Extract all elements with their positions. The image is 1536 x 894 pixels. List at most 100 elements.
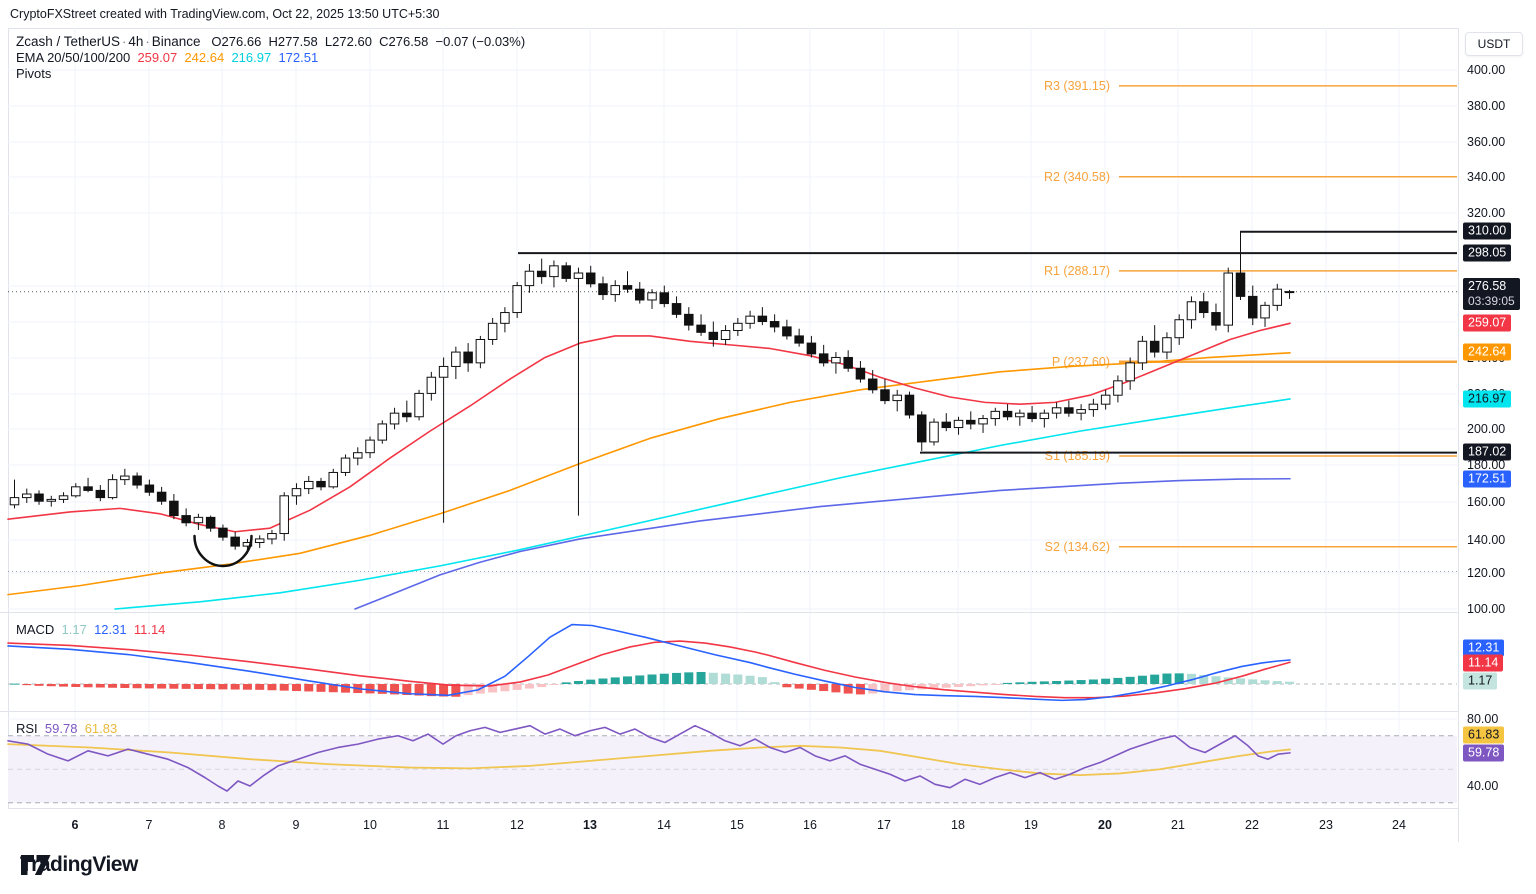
candle-body-down[interactable] [1149,340,1160,353]
candle-body-up[interactable] [340,457,351,473]
candle-body-up[interactable] [1162,337,1172,353]
time-tick-9[interactable]: 9 [292,818,300,832]
time-tick-22[interactable]: 22 [1245,818,1259,832]
time-tick-15[interactable]: 15 [730,818,744,832]
time-tick-23[interactable]: 23 [1319,818,1333,832]
candle-body-up[interactable] [414,392,424,418]
candle-body-up[interactable] [733,322,743,332]
candle-body-up[interactable] [990,410,1001,420]
candle-body-down[interactable] [1027,412,1037,420]
ema200-line[interactable] [354,477,1291,610]
time-tick-14[interactable]: 14 [657,818,671,832]
candle-body-up[interactable] [1051,407,1062,414]
candle-body-up[interactable] [279,495,289,535]
candle-body-down[interactable] [205,516,216,529]
macd-legend[interactable]: MACD 1.17 12.31 11.14 [16,622,165,637]
time-tick-10[interactable]: 10 [363,818,377,832]
candle-body-down[interactable] [144,484,155,493]
macd-line[interactable] [7,623,1291,702]
candle-body-down[interactable] [696,324,706,333]
candle-body-down[interactable] [132,475,142,486]
time-tick-20[interactable]: 20 [1098,818,1112,832]
time-tick-6[interactable]: 6 [71,818,79,832]
exchange-label[interactable]: Binance [151,34,201,49]
time-tick-8[interactable]: 8 [218,818,226,832]
macd-signal-line[interactable] [7,640,1291,699]
candle-body-down[interactable] [598,283,608,296]
candle-body-up[interactable] [610,285,620,296]
candle-body-down[interactable] [1002,410,1013,418]
candle-body-up[interactable] [365,439,375,454]
time-tick-11[interactable]: 11 [436,818,450,832]
candle-body-up[interactable] [193,516,204,524]
time-tick-13[interactable]: 13 [583,818,597,832]
chart-canvas[interactable]: R3 (391.15)R2 (340.58)R1 (288.17)P (237.… [0,0,1458,842]
rsi-line[interactable] [7,724,1291,792]
candle-body-down[interactable] [818,353,829,364]
rsi-ma-line[interactable] [7,743,1291,777]
candle-body-down[interactable] [181,515,191,524]
candle-body-up[interactable] [549,265,559,278]
candle-body-down[interactable] [156,491,167,502]
candle-body-down[interactable] [708,331,719,340]
time-axis[interactable]: 6 7 8 9 10 11 12 13 14 15 16 17 18 19 20 21 22 23 24 [8,808,1458,842]
candle-body-down[interactable] [1284,291,1295,294]
candle-body-down[interactable] [659,292,670,305]
symbol-row[interactable]: Zcash / TetherUS · 4h · Binance O276.66 H277… [16,34,526,49]
candle-body-down[interactable] [316,480,326,488]
candle-body-down[interactable] [218,527,228,538]
candle-body-down[interactable] [1064,407,1074,414]
symbol-title[interactable]: Zcash / TetherUS [16,34,121,49]
candle-body-down[interactable] [169,500,179,517]
candle-body-up[interactable] [1113,380,1123,396]
time-tick-18[interactable]: 18 [951,818,965,832]
candle-body-up[interactable] [451,351,461,367]
ema20-line[interactable] [7,322,1291,533]
candle-body-down[interactable] [34,493,44,502]
candle-body-down[interactable] [855,367,866,380]
candle-body-up[interactable] [291,488,302,497]
candle-body-down[interactable] [916,414,927,443]
candle-body-down[interactable] [1235,272,1246,297]
time-tick-12[interactable]: 12 [510,818,524,832]
candle-body-up[interactable] [254,538,265,544]
interval-label[interactable]: 4h [128,34,144,49]
candle-body-up[interactable] [426,376,437,394]
candle-body-down[interactable] [880,389,890,402]
candle-body-down[interactable] [1211,312,1221,326]
candle-body-up[interactable] [831,356,841,364]
time-tick-21[interactable]: 21 [1171,818,1185,832]
candle-body-up[interactable] [303,480,314,490]
candle-body-up[interactable] [524,270,535,287]
candle-body-up[interactable] [1186,301,1197,321]
candle-body-up[interactable] [1015,412,1025,418]
candle-body-up[interactable] [1260,304,1270,319]
candle-body-up[interactable] [720,330,731,340]
candle-body-down[interactable] [671,303,682,315]
candle-body-up[interactable] [328,471,339,488]
ema50-line[interactable] [7,351,1291,596]
candle-body-down[interactable] [794,335,804,344]
candle-body-down[interactable] [83,486,93,491]
candle-body-down[interactable] [1198,301,1209,314]
candle-body-up[interactable] [1125,362,1135,382]
candle-body-down[interactable] [536,270,547,278]
candle-body-up[interactable] [647,292,657,301]
candle-body-up[interactable] [978,418,988,425]
candle-body-up[interactable] [745,315,755,324]
time-tick-19[interactable]: 19 [1024,818,1038,832]
candle-body-down[interactable] [782,326,792,337]
price-axis[interactable]: USDT 400.00380.00360.00340.00320.00280.0… [1458,28,1536,842]
candle-body-up[interactable] [1100,394,1111,405]
candle-body-up[interactable] [71,486,81,497]
candle-body-down[interactable] [622,285,633,290]
candle-body-up[interactable] [1174,319,1184,339]
candle-body-down[interactable] [635,288,645,301]
candle-body-up[interactable] [929,421,939,443]
candle-body-up[interactable] [500,312,510,324]
candle-body-up[interactable] [438,365,449,378]
candle-body-down[interactable] [904,394,915,416]
candle-body-up[interactable] [487,322,498,340]
time-tick-17[interactable]: 17 [877,818,891,832]
candle-body-up[interactable] [120,475,130,481]
